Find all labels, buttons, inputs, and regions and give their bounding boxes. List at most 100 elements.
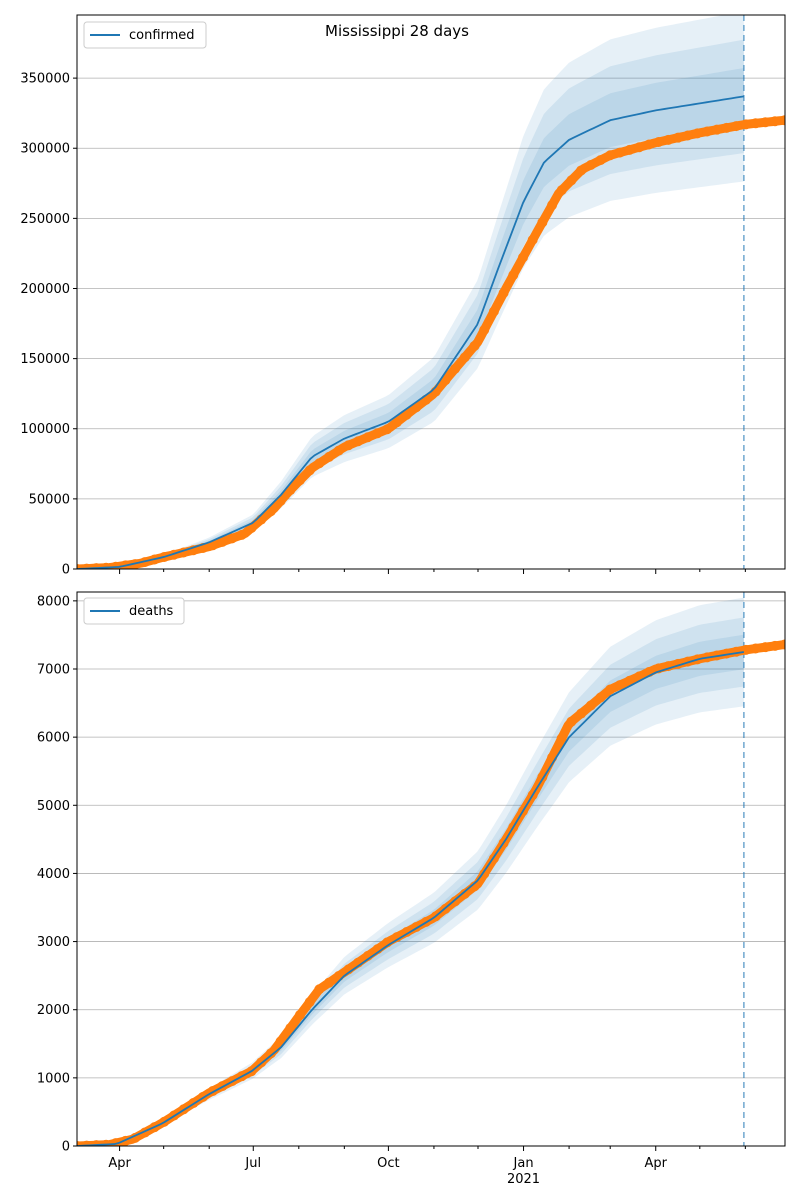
observed-point [556,185,567,196]
y-tick-label: 0 [62,563,70,578]
observed-point [595,155,606,166]
observed-point [653,136,664,147]
observed-point [692,128,703,139]
observed-point [294,475,305,486]
confirmed-plot-area [77,15,785,569]
observed-point [275,495,286,506]
y-tick-label: 7000 [37,663,70,678]
observed-point [77,564,82,569]
y-tick-label: 350000 [20,72,70,87]
chart-title: Mississippi 28 days [325,22,469,40]
observed-point [469,881,480,892]
observed-point [421,394,432,405]
observed-point [217,536,228,547]
observed-point [643,139,654,150]
x-tick-label: Apr [108,1156,131,1171]
confirmed-legend-box [83,21,207,49]
observed-point [227,533,238,544]
observed-point [537,217,548,228]
observed-point [314,458,325,469]
observed-point [721,648,732,659]
observed-point [517,252,528,263]
x-tick-label: Jul [244,1156,261,1171]
observed-point [624,675,635,686]
observed-point [508,270,519,281]
y-tick-label: 5000 [37,799,70,814]
confirmed-uncertainty-bands [77,15,744,569]
observed-point [333,971,344,982]
observed-point [634,142,645,153]
observed-point [760,117,771,128]
observed-point [566,716,577,727]
observed-point [566,175,577,186]
observed-point [585,159,596,170]
x-tick-label: Jan [513,1156,534,1171]
observed-point [576,165,587,176]
observed-point [469,340,480,351]
observed-point [770,116,781,127]
x-tick-label: Oct [377,1156,399,1171]
observed-point [731,121,742,132]
deaths-legend: deaths [83,597,185,625]
observed-point [779,639,785,650]
observed-point [702,126,713,137]
observed-point [382,424,393,435]
observed-point [256,514,267,525]
y-tick-label: 200000 [20,282,70,297]
deaths-axes-frame [76,591,786,1147]
y-tick-label: 250000 [20,212,70,227]
observed-point [547,200,558,211]
observed-point [721,122,732,133]
observed-point [527,234,538,245]
deaths-y-axis: 0 1000 2000 3000 4000 5000 6000 7000 8000 [37,594,77,1155]
observed-point [576,708,587,719]
observed-point [450,363,461,374]
confirmed-panel: 0 50000 100000 150000 200000 250000 300000 3500… [20,14,786,578]
observed-point [760,642,771,653]
observed-point [682,130,693,141]
uncertainty-band [77,617,744,1146]
observed-point [731,646,742,657]
observed-point [459,888,470,899]
observed-point [711,124,722,135]
observed-point [285,1023,296,1034]
x-tick-label: Apr [644,1156,667,1171]
y-tick-label: 300000 [20,142,70,157]
deaths-uncertainty-bands [77,597,744,1146]
observed-point [324,977,335,988]
y-tick-label: 50000 [29,492,70,507]
y-tick-label: 3000 [37,935,70,950]
x-tick-sublabel: 2021 [507,1172,540,1187]
y-tick-label: 4000 [37,867,70,882]
observed-point [740,644,751,655]
uncertainty-band [77,597,744,1146]
observed-point [595,692,606,703]
deaths-model-series [77,651,745,1146]
deaths-panel: 0 1000 2000 3000 4000 5000 6000 7000 8000 Apr Jul… [37,591,786,1187]
observed-point [770,640,781,651]
confirmed-axes-frame [76,14,786,570]
observed-point [605,684,616,695]
y-tick-label: 100000 [20,422,70,437]
y-tick-label: 1000 [37,1071,70,1086]
y-tick-label: 2000 [37,1003,70,1018]
observed-point [556,733,567,744]
observed-point [624,144,635,155]
confirmed-legend-label: confirmed [129,28,195,43]
confirmed-model-series [77,95,745,569]
observed-point [304,465,315,476]
observed-point [614,680,625,691]
uncertainty-band [77,15,744,569]
observed-point [343,440,354,451]
observed-point [236,529,247,540]
observed-point [265,1048,276,1059]
y-tick-label: 8000 [37,594,70,609]
model-line [77,651,745,1146]
observed-point [314,984,325,995]
observed-point [488,306,499,317]
observed-point [585,700,596,711]
observed-point [391,417,402,428]
observed-point [450,896,461,907]
observed-point [750,118,761,129]
